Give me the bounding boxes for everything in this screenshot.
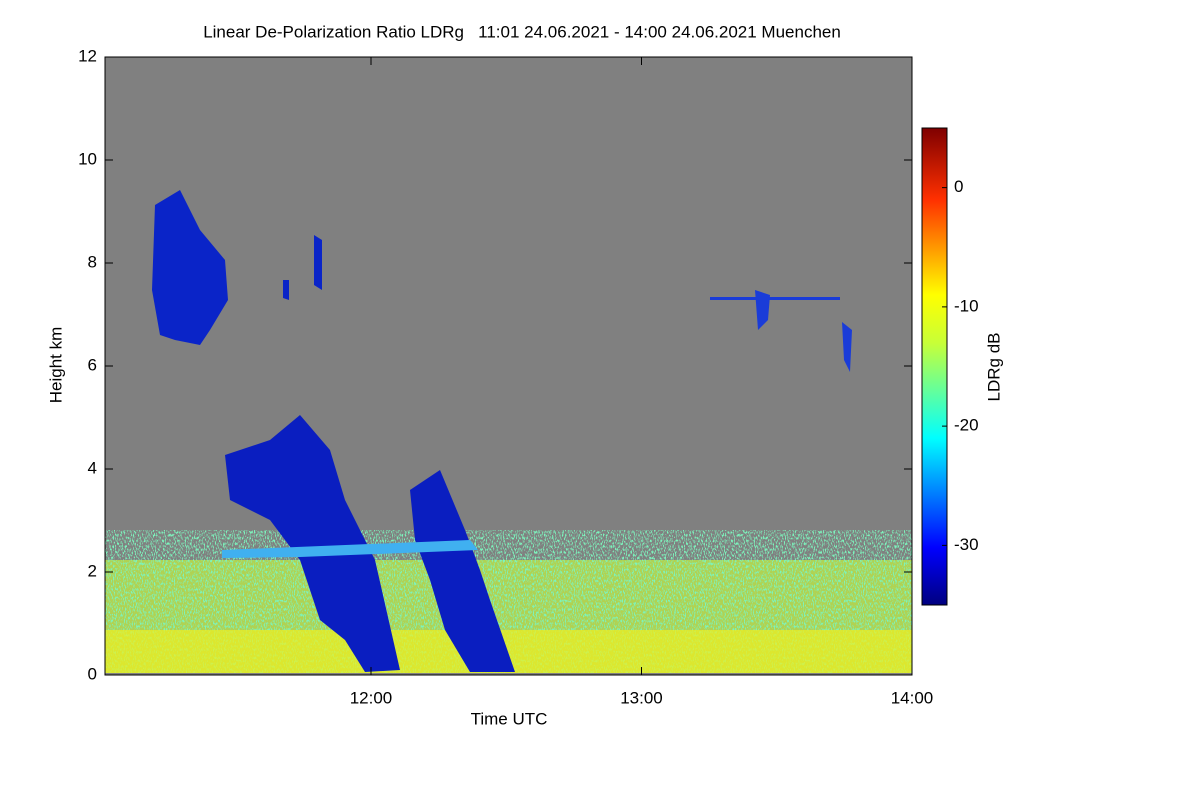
y-tick-label: 0: [88, 664, 97, 683]
y-tick-label: 10: [78, 149, 97, 168]
x-axis-label: Time UTC: [471, 709, 548, 728]
colorbar-tick-label: 0: [954, 177, 963, 196]
y-tick-label: 6: [88, 355, 97, 374]
y-tick-label: 12: [78, 46, 97, 65]
cloud: [225, 415, 400, 672]
colorbar-tick-label: -10: [954, 296, 979, 315]
chart-title: Linear De-Polarization Ratio LDRg 11:01 …: [203, 22, 841, 41]
melting-layer: [222, 540, 478, 558]
x-tick-label: 12:00: [350, 688, 393, 707]
cloud: [283, 235, 322, 300]
cloud: [410, 470, 515, 672]
y-tick-label: 2: [88, 561, 97, 580]
y-tick-label: 8: [88, 252, 97, 271]
x-tick-label: 14:00: [891, 688, 934, 707]
colorbar-tick-label: -30: [954, 535, 979, 554]
colorbar-tick-label: -20: [954, 416, 979, 435]
cloud: [152, 190, 228, 345]
y-tick-label: 4: [88, 458, 97, 477]
plot-area: [105, 57, 912, 675]
x-tick-label: 13:00: [620, 688, 663, 707]
cloud: [710, 290, 852, 372]
y-axis-label: Height km: [46, 327, 65, 404]
colorbar: [921, 127, 948, 606]
colorbar-label: LDRg dB: [984, 333, 1003, 402]
